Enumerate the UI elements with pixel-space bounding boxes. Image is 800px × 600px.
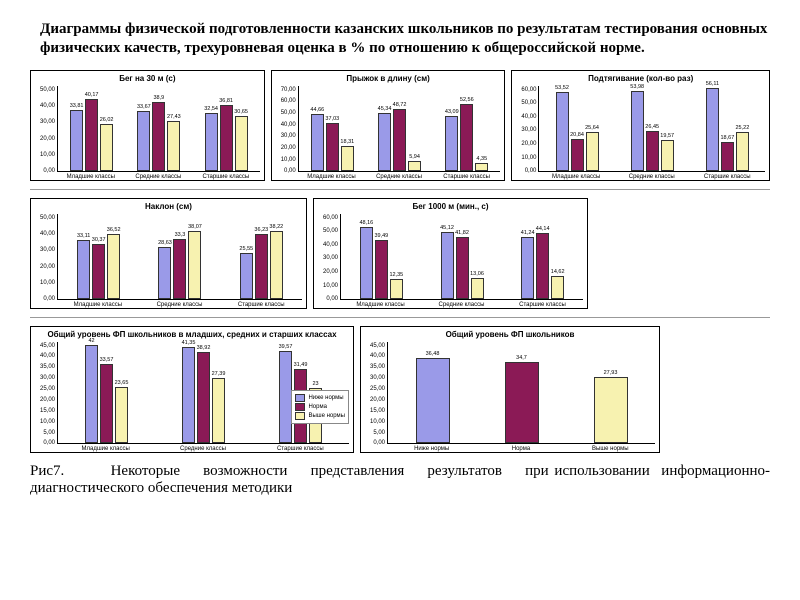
chart-panel: Бег 1000 м (мин., с)0,0010,0020,0030,004… <box>313 198 588 309</box>
bar: 42 <box>85 345 98 442</box>
bar: 19,57 <box>661 140 674 170</box>
bar: 32,54 <box>205 113 218 171</box>
bar: 27,93 <box>594 377 628 442</box>
bar: 23,65 <box>115 387 128 443</box>
chart-title: Бег на 30 м (с) <box>31 71 264 84</box>
chart-panel: Общий уровень ФП школьников0,005,0010,00… <box>360 326 660 453</box>
bar: 14,62 <box>551 276 564 299</box>
bar: 36,48 <box>416 358 450 443</box>
bar: 27,43 <box>167 121 180 170</box>
bar: 28,63 <box>158 247 171 298</box>
chart-title: Бег 1000 м (мин., с) <box>314 199 587 212</box>
chart-title: Наклон (см) <box>31 199 306 212</box>
bar: 40,17 <box>85 99 98 170</box>
bar: 36,52 <box>107 234 120 299</box>
bar: 25,22 <box>736 132 749 170</box>
bar: 34,7 <box>505 362 539 443</box>
bar: 27,39 <box>212 378 225 442</box>
chart-title: Общий уровень ФП школьников <box>361 327 659 340</box>
bar: 44,14 <box>536 233 549 298</box>
bar: 38,92 <box>197 352 210 442</box>
bar: 39,57 <box>279 351 292 443</box>
bar: 52,56 <box>460 104 473 171</box>
bar: 36,23 <box>255 234 268 298</box>
bar: 56,11 <box>706 88 719 170</box>
chart-panel: Подтягивание (кол-во раз)0,0010,0020,003… <box>511 70 770 181</box>
bar: 18,67 <box>721 142 734 171</box>
bar: 53,52 <box>556 92 569 171</box>
bar: 33,67 <box>137 111 150 171</box>
bar: 30,37 <box>92 244 105 298</box>
legend: Ниже нормыНормаВыше нормы <box>291 390 349 424</box>
bar: 37,03 <box>326 123 339 170</box>
bar: 53,98 <box>631 91 644 170</box>
chart-panel: Прыжок в длину (см)0,0010,0020,0030,0040… <box>271 70 506 181</box>
bar: 38,07 <box>188 231 201 298</box>
chart-title: Прыжок в длину (см) <box>272 71 505 84</box>
bar: 5,94 <box>408 161 421 170</box>
bar: 18,31 <box>341 146 354 170</box>
bar: 44,66 <box>311 114 324 171</box>
bar: 33,11 <box>77 240 90 299</box>
bar: 36,81 <box>220 105 233 170</box>
figure-caption: Рис7. Некоторые возможности представлени… <box>30 463 770 497</box>
bar: 33,57 <box>100 364 113 442</box>
bar: 25,55 <box>240 253 253 299</box>
chart-grid: Бег на 30 м (с)0,0010,0020,0030,0040,005… <box>30 70 770 453</box>
bar: 26,45 <box>646 131 659 171</box>
bar: 38,9 <box>152 102 165 171</box>
bar: 30,65 <box>235 116 248 171</box>
bar: 25,64 <box>586 132 599 171</box>
bar: 12,35 <box>390 279 403 299</box>
bar: 13,06 <box>471 278 484 299</box>
chart-panel: Бег на 30 м (с)0,0010,0020,0030,0040,005… <box>30 70 265 181</box>
bar: 4,35 <box>475 163 488 170</box>
bar: 41,35 <box>182 347 195 443</box>
bar: 41,24 <box>521 237 534 298</box>
bar: 43,09 <box>445 116 458 171</box>
bar: 39,49 <box>375 240 388 299</box>
bar: 45,34 <box>378 113 391 171</box>
bar: 20,84 <box>571 139 584 171</box>
bar: 33,81 <box>70 110 83 170</box>
bar: 33,3 <box>173 239 186 298</box>
chart-title: Общий уровень ФП школьников в младших, с… <box>31 327 353 340</box>
page-title: Диаграммы физической подготовленности ка… <box>40 20 770 58</box>
bar: 45,12 <box>441 232 454 299</box>
chart-panel: Общий уровень ФП школьников в младших, с… <box>30 326 354 453</box>
chart-panel: Наклон (см)0,0010,0020,0030,0040,0050,00… <box>30 198 307 309</box>
bar: 38,22 <box>270 231 283 299</box>
bar: 26,02 <box>100 124 113 171</box>
chart-title: Подтягивание (кол-во раз) <box>512 71 769 84</box>
bar: 48,72 <box>393 109 406 171</box>
bar: 41,82 <box>456 237 469 299</box>
bar: 48,16 <box>360 227 373 298</box>
